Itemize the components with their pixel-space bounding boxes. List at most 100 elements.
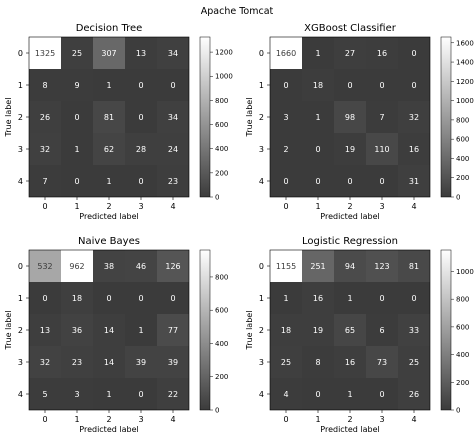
y-tick-label: 3 [18,145,23,154]
colorbar-tick-label: 400 [215,340,228,348]
matrix-cell [366,314,398,346]
x-tick-label: 4 [411,415,416,424]
matrix-cell [366,101,398,133]
colorbar-tick-label: 1600 [456,39,474,47]
cell-value: 16 [377,49,387,58]
matrix-cell [270,346,302,378]
y-axis-label: True label [245,98,254,138]
x-tick-label: 0 [283,202,288,211]
cell-value: 7 [379,113,384,122]
x-tick-label: 3 [379,415,384,424]
y-tick-label: 0 [259,262,264,271]
cell-value: 1 [138,326,143,335]
cell-value: 98 [345,113,355,122]
matrix-cell [398,250,430,282]
colorbar-tick-label: 0 [215,194,219,202]
x-tick-label: 1 [315,202,320,211]
y-axis-label: True label [4,98,13,138]
matrix-cell [93,378,125,410]
colorbar-tick-label: 600 [215,307,228,315]
matrix-cell [157,314,189,346]
matrix-cell [125,346,157,378]
y-tick-label: 4 [259,390,264,399]
cell-value: 0 [379,177,384,186]
matrix-cell [61,69,93,101]
matrix-cell [334,378,366,410]
matrix-cell [366,378,398,410]
colorbar-tick-label: 800 [456,116,469,124]
cell-value: 962 [69,262,84,271]
cell-value: 1 [315,113,320,122]
matrix-cell [93,133,125,165]
matrix-cell [93,282,125,314]
cell-value: 3 [283,113,288,122]
cell-value: 34 [168,49,178,58]
x-tick-label: 2 [106,415,111,424]
matrix-cell [366,282,398,314]
cell-value: 1660 [276,49,296,58]
matrix-cell [302,133,334,165]
matrix-cell [270,133,302,165]
y-tick-label: 4 [259,177,264,186]
cell-value: 19 [345,145,355,154]
cell-value: 32 [40,358,50,367]
y-tick-label: 0 [18,49,23,58]
x-tick-label: 1 [315,415,320,424]
matrix-cell [157,133,189,165]
cell-value: 0 [138,81,143,90]
matrix-cell [61,282,93,314]
x-tick-label: 0 [42,202,47,211]
matrix-cell [125,101,157,133]
cell-value: 0 [315,177,320,186]
y-axis-label: True label [245,311,254,351]
matrix-cell [125,314,157,346]
colorbar-tick-label: 1000 [456,268,474,276]
cell-value: 0 [411,49,416,58]
cell-value: 0 [379,390,384,399]
x-tick-label: 1 [74,202,79,211]
cell-value: 73 [377,358,387,367]
matrix-cell [302,69,334,101]
matrix-cell [398,282,430,314]
cell-value: 18 [281,326,291,335]
cell-value: 94 [345,262,355,271]
x-tick-label: 4 [170,202,175,211]
matrix-cell [61,101,93,133]
matrix-cell [61,165,93,197]
colorbar [199,36,211,198]
y-tick-label: 1 [259,294,264,303]
cell-value: 23 [72,358,82,367]
matrix-cell [93,250,125,282]
colorbar-tick-label: 1000 [215,73,233,81]
colorbar-tick-label: 600 [215,121,228,129]
cell-value: 126 [165,262,180,271]
cell-value: 532 [37,262,52,271]
cell-value: 0 [411,81,416,90]
cell-value: 81 [409,262,419,271]
cell-value: 25 [281,358,291,367]
cell-value: 3 [74,390,79,399]
x-tick-label: 3 [138,415,143,424]
matrix-cell [29,133,61,165]
cell-value: 16 [345,358,355,367]
cell-value: 39 [136,358,146,367]
matrix-cell [157,101,189,133]
x-tick-label: 4 [411,202,416,211]
cell-value: 307 [101,49,116,58]
matrix-cell [29,314,61,346]
y-tick-label: 2 [259,326,264,335]
colorbar-tick-label: 600 [456,136,469,144]
matrix-cell [125,133,157,165]
matrix-cell [398,165,430,197]
matrix-cell [334,282,366,314]
y-tick-label: 2 [18,113,23,122]
cell-value: 0 [315,145,320,154]
matrix-cell [334,250,366,282]
cell-value: 27 [345,49,355,58]
colorbar-tick-label: 200 [456,379,469,387]
cell-value: 0 [411,294,416,303]
cell-value: 14 [104,326,114,335]
cell-value: 0 [347,177,352,186]
y-tick-label: 2 [18,326,23,335]
